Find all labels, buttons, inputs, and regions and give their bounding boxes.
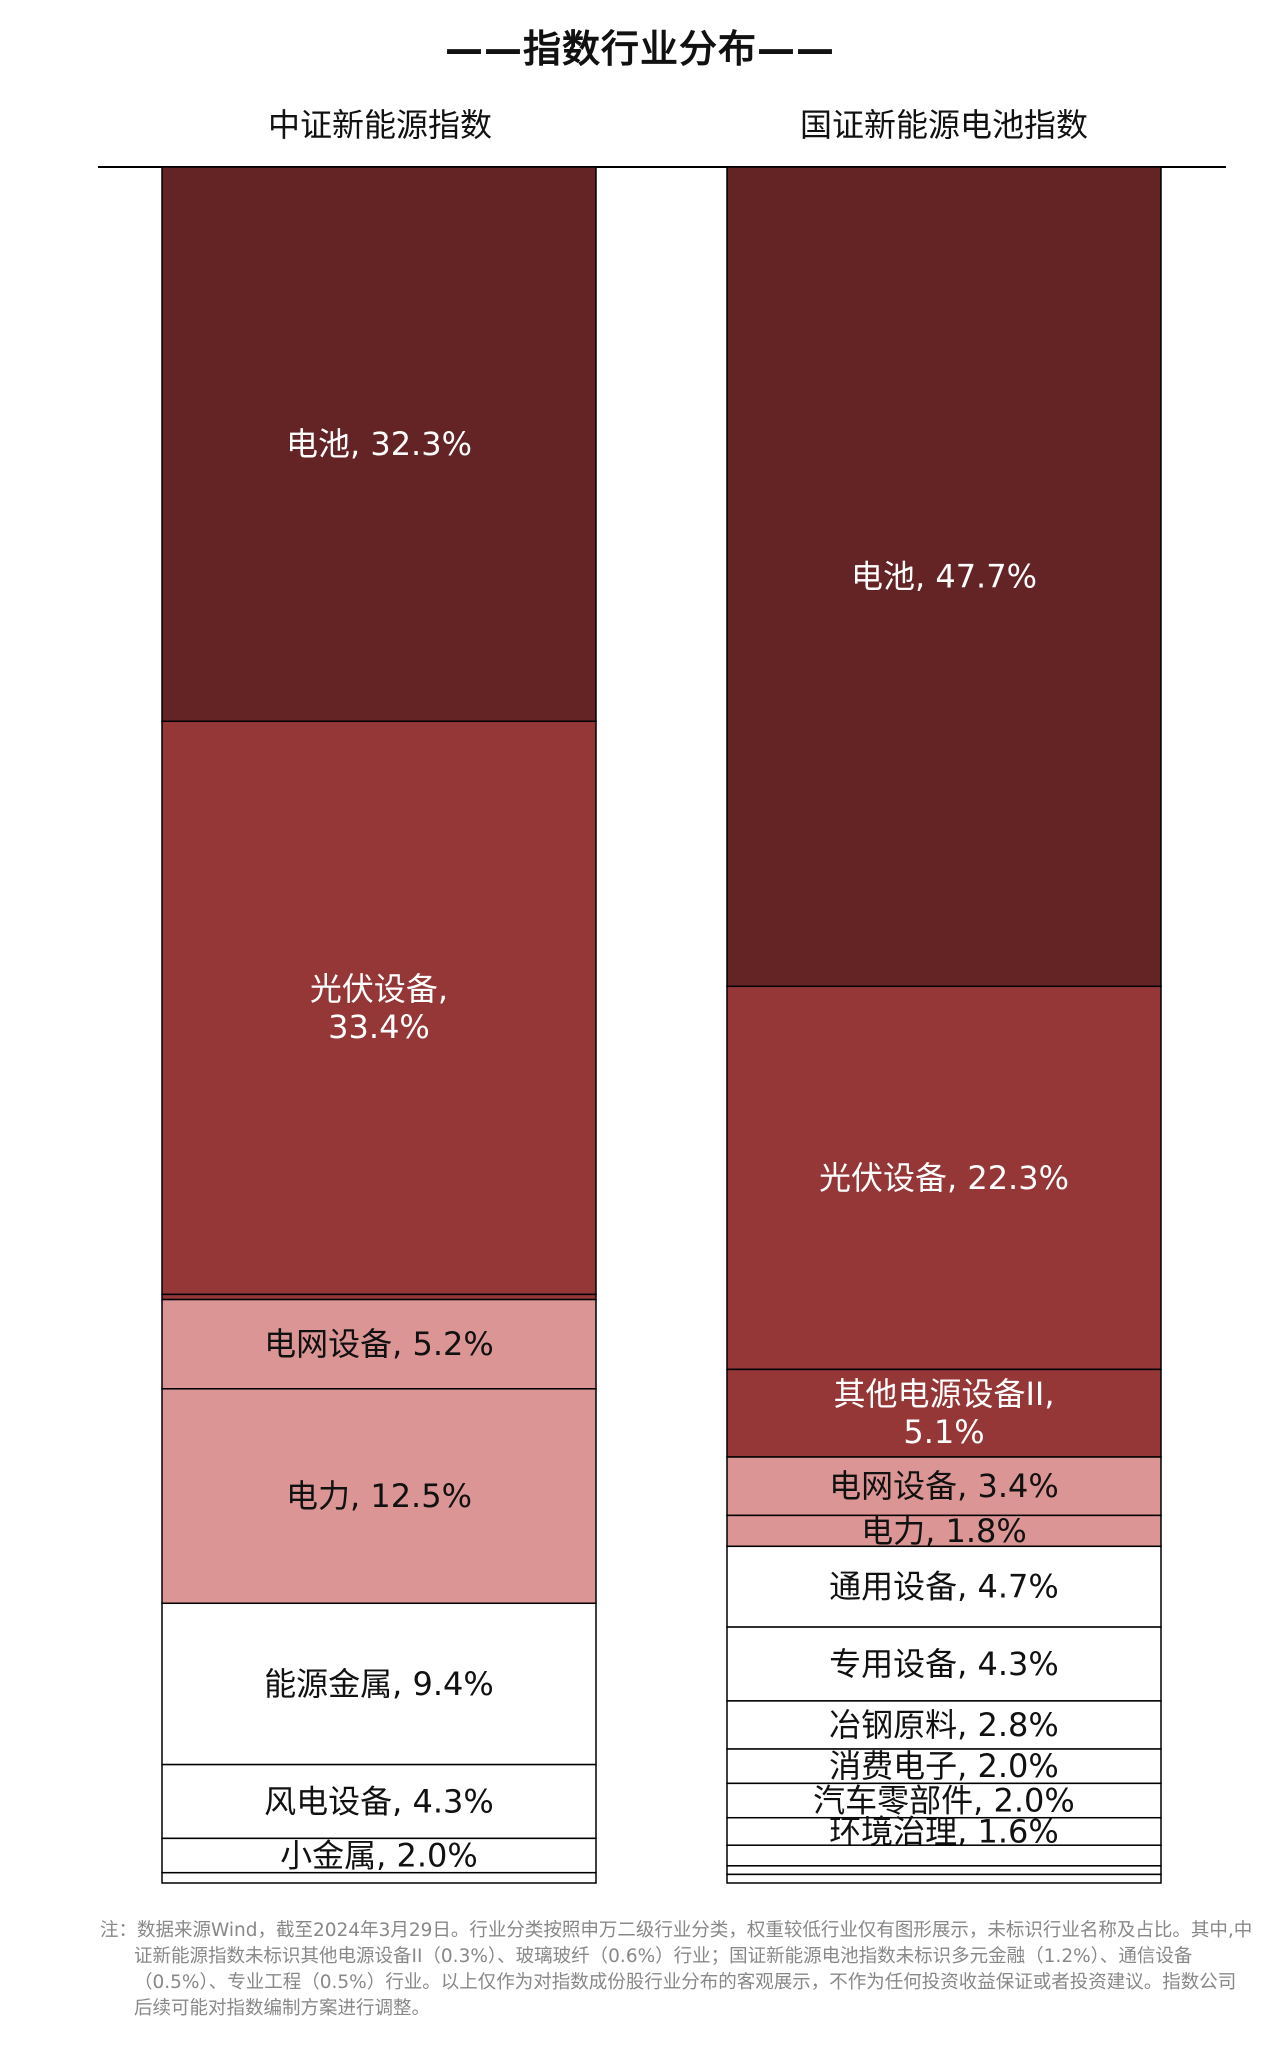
segment-label: 环境治理, 1.6% <box>829 1812 1059 1850</box>
segment-label: 冶钢原料, 2.8% <box>829 1706 1059 1744</box>
bar-segment <box>726 1782 1162 1819</box>
bar-segment <box>161 1293 597 1301</box>
bar-segment <box>726 985 1162 1371</box>
segment-label: 消费电子, 2.0% <box>829 1747 1059 1785</box>
segment-label: 其他电源设备II, 5.1% <box>833 1375 1054 1451</box>
stacked-bar-chart: 电池, 32.3% 光伏设备, 33.4% 电网设备, 5.2% 电力, 12.5% 能源… <box>98 166 1226 1884</box>
bar-segment <box>726 1456 1162 1517</box>
bar-title-csi: 中证新能源指数 <box>267 106 492 144</box>
bar-segment <box>161 1837 597 1874</box>
bar-title-cnindex: 国证新能源电池指数 <box>799 106 1088 144</box>
bar-segment <box>161 720 597 1296</box>
footnote: 注：数据来源Wind，截至2024年3月29日。行业分类按照申万二级行业分类，权… <box>100 1920 1253 2019</box>
bar-segment <box>726 1700 1162 1750</box>
bar-segment <box>726 1748 1162 1785</box>
bar-segment <box>726 1514 1162 1548</box>
bars-group: 电池, 32.3% 光伏设备, 33.4% 电网设备, 5.2% 电力, 12.5% 能源… <box>161 166 1162 1884</box>
bar-segment <box>726 1865 1162 1876</box>
segment-label: 专用设备, 4.3% <box>829 1645 1059 1683</box>
segment-label: 电力, 1.8% <box>861 1512 1027 1550</box>
bar-segment <box>726 1545 1162 1628</box>
segment-label: 光伏设备, 33.4% <box>310 970 448 1046</box>
page-title: ——指数行业分布—— <box>444 27 835 71</box>
bar-segment <box>161 166 597 723</box>
bar-segment <box>161 1763 597 1840</box>
segment-label: 电池, 47.7% <box>851 558 1037 596</box>
bar-segment <box>726 1844 1162 1867</box>
bar-segment <box>726 166 1162 988</box>
bar-segment <box>726 1368 1162 1458</box>
bar-segment <box>161 1871 597 1884</box>
bar-segment <box>161 1602 597 1766</box>
segment-label: 风电设备, 4.3% <box>264 1782 494 1820</box>
segment-label: 电网设备, 5.2% <box>264 1325 494 1363</box>
bar-segment <box>726 1873 1162 1884</box>
segment-label: 电力, 12.5% <box>286 1477 472 1515</box>
bar-segment <box>726 1816 1162 1846</box>
segment-label: 汽车零部件, 2.0% <box>813 1782 1075 1820</box>
bar-segment <box>161 1388 597 1605</box>
segment-label: 电池, 32.3% <box>286 425 472 463</box>
segment-label: 通用设备, 4.7% <box>829 1568 1059 1606</box>
segment-label: 能源金属, 9.4% <box>264 1665 494 1703</box>
segment-label: 小金属, 2.0% <box>280 1837 478 1875</box>
segment-label: 电网设备, 3.4% <box>829 1467 1059 1505</box>
segment-label: 光伏设备, 22.3% <box>819 1159 1069 1197</box>
bar-segment <box>726 1626 1162 1702</box>
